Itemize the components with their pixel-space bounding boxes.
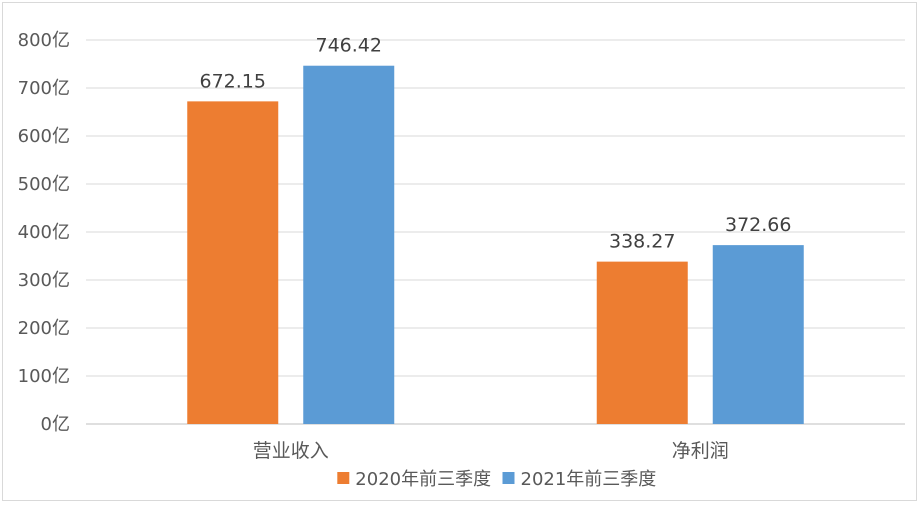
y-tick-label: 600亿 [18,126,70,147]
y-tick-label: 400亿 [18,222,70,243]
y-tick-label: 0亿 [41,414,70,435]
bar [187,101,279,425]
bar [596,261,688,424]
y-tick-label: 100亿 [18,366,70,387]
data-label: 338.27 [609,231,675,253]
x-axis: 营业收入 净利润 [253,440,729,462]
y-tick-label: 500亿 [18,174,70,195]
legend: 2020年前三季度 2021年前三季度 [337,469,656,490]
y-tick-label: 800亿 [18,30,70,51]
data-label: 372.66 [725,214,791,236]
y-axis: 0亿 100亿 200亿 300亿 400亿 500亿 600亿 700亿 800亿 [18,30,70,435]
data-labels: 672.15 746.42 338.27 372.66 [200,35,792,253]
data-label: 746.42 [316,35,382,57]
bar [303,65,395,425]
x-category-label: 净利润 [672,440,729,462]
bar [712,245,804,424]
y-tick-label: 300亿 [18,270,70,291]
y-tick-label: 200亿 [18,318,70,339]
legend-swatch [337,472,350,484]
legend-label: 2021年前三季度 [521,469,657,490]
y-tick-label: 700亿 [18,78,70,99]
legend-label: 2020年前三季度 [355,469,491,490]
data-label: 672.15 [200,70,266,92]
x-category-label: 营业收入 [253,440,329,462]
legend-swatch [502,472,515,484]
bars [187,65,804,425]
